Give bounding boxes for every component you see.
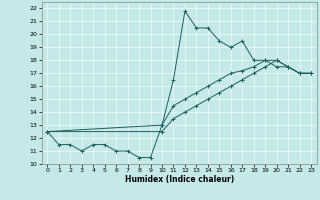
X-axis label: Humidex (Indice chaleur): Humidex (Indice chaleur) <box>124 175 234 184</box>
